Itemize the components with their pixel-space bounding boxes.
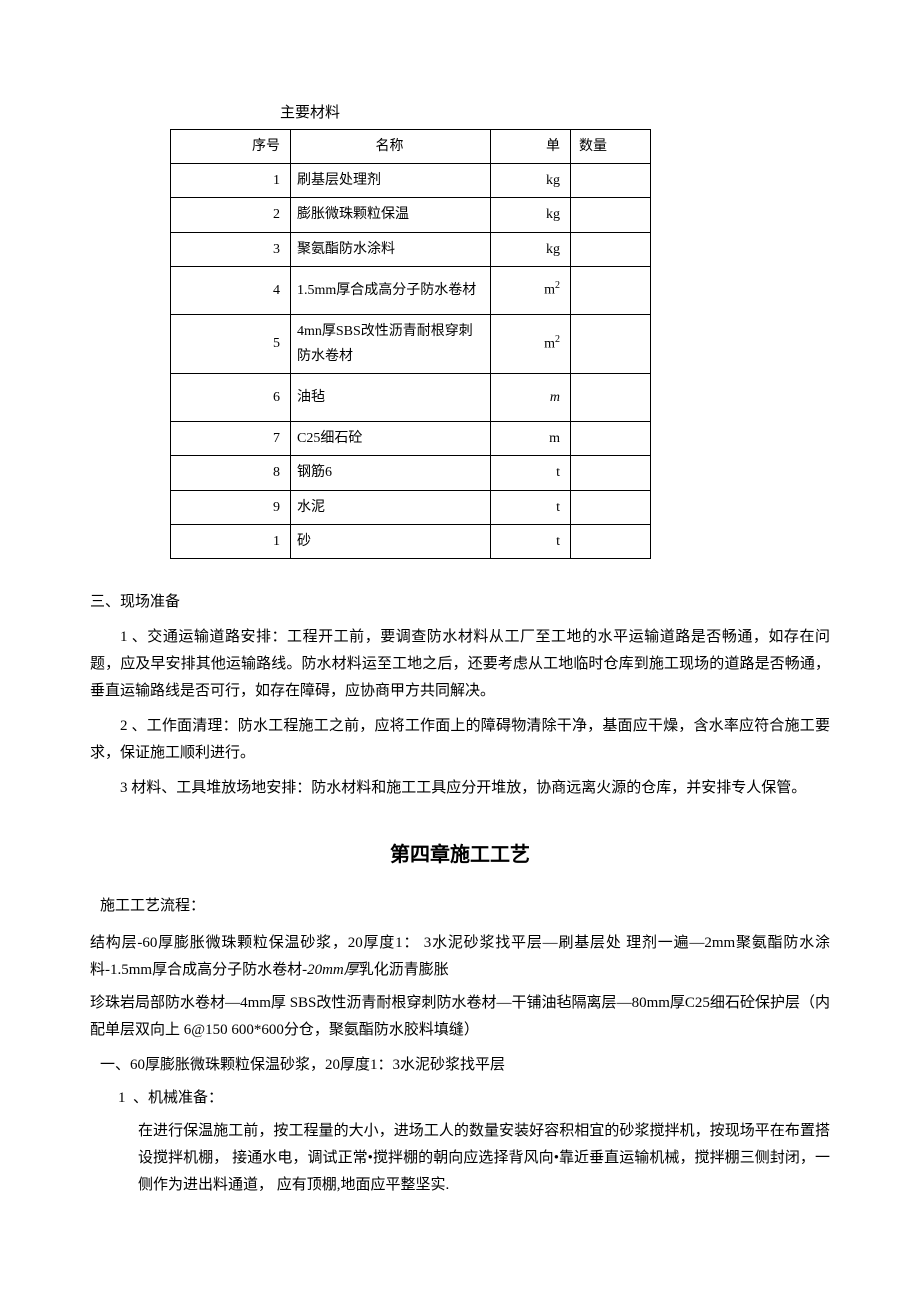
cell-qty <box>571 164 651 198</box>
cell-unit: kg <box>491 232 571 266</box>
flow-italic: 20mm厚 <box>307 962 359 978</box>
cell-qty <box>571 232 651 266</box>
cell-seq: 8 <box>171 456 291 490</box>
cell-qty <box>571 314 651 373</box>
cell-unit: m2 <box>491 266 571 314</box>
section3-para: 1 、交通运输道路安排：工程开工前，要调查防水材料从工厂至工地的水平运输道路是否… <box>90 624 830 705</box>
table-row: 8钢筋6t <box>171 456 651 490</box>
table-row: 1刷基层处理剂kg <box>171 164 651 198</box>
sub1-title: 一、60厚膨胀微珠颗粒保温砂浆，20厚度1：3水泥砂浆找平层 <box>100 1052 830 1079</box>
cell-qty <box>571 524 651 558</box>
cell-unit: t <box>491 524 571 558</box>
cell-unit: m <box>491 374 571 422</box>
cell-qty <box>571 198 651 232</box>
flow-text-1: 结构层-60厚膨胀微珠颗粒保温砂浆，20厚度1： 3水泥砂浆找平层—刷基层处 理… <box>90 930 830 984</box>
table-row: 1砂t <box>171 524 651 558</box>
cell-seq: 3 <box>171 232 291 266</box>
cell-unit: t <box>491 490 571 524</box>
cell-seq: 5 <box>171 314 291 373</box>
table-row: 54mn厚SBS改性沥青耐根穿刺防水卷材m2 <box>171 314 651 373</box>
cell-seq: 4 <box>171 266 291 314</box>
cell-name: 聚氨酯防水涂料 <box>291 232 491 266</box>
cell-name: 膨胀微珠颗粒保温 <box>291 198 491 232</box>
cell-seq: 2 <box>171 198 291 232</box>
table-row: 2膨胀微珠颗粒保温kg <box>171 198 651 232</box>
flow-text-2: 珍珠岩局部防水卷材—4mm厚 SBS改性沥青耐根穿刺防水卷材—干铺油毡隔离层—8… <box>90 990 830 1044</box>
cell-seq: 7 <box>171 422 291 456</box>
cell-name: 4mn厚SBS改性沥青耐根穿刺防水卷材 <box>291 314 491 373</box>
table-row: 41.5mm厚合成高分子防水卷材m2 <box>171 266 651 314</box>
cell-seq: 6 <box>171 374 291 422</box>
cell-name: 刷基层处理剂 <box>291 164 491 198</box>
cell-unit: kg <box>491 198 571 232</box>
materials-table: 序号 名称 单 数量 1刷基层处理剂kg2膨胀微珠颗粒保温kg3聚氨酯防水涂料k… <box>170 129 651 559</box>
section3-para: 3 材料、工具堆放场地安排：防水材料和施工工具应分开堆放，协商远离火源的仓库，并… <box>90 775 830 802</box>
cell-qty <box>571 374 651 422</box>
cell-qty <box>571 422 651 456</box>
item1: 1 、机械准备： <box>118 1085 830 1112</box>
table-row: 9水泥t <box>171 490 651 524</box>
cell-seq: 1 <box>171 164 291 198</box>
cell-qty <box>571 266 651 314</box>
cell-unit: kg <box>491 164 571 198</box>
cell-unit: t <box>491 456 571 490</box>
cell-name: 油毡 <box>291 374 491 422</box>
flow-line1a: 结构层-60厚膨胀微珠颗粒保温砂浆，20厚度1： 3水泥砂浆找平层—刷基层处 理… <box>90 935 830 978</box>
header-qty: 数量 <box>571 130 651 164</box>
flow-process-title: 施工工艺流程： <box>100 893 830 920</box>
flow-line1b: 乳化沥青膨胀 <box>359 962 449 978</box>
cell-unit: m2 <box>491 314 571 373</box>
section3-title: 三、现场准备 <box>90 589 830 616</box>
header-seq: 序号 <box>171 130 291 164</box>
cell-unit: m <box>491 422 571 456</box>
cell-name: 砂 <box>291 524 491 558</box>
table-row: 6油毡m <box>171 374 651 422</box>
section3-para: 2 、工作面清理：防水工程施工之前，应将工作面上的障碍物清除干净，基面应干燥，含… <box>90 713 830 767</box>
cell-seq: 9 <box>171 490 291 524</box>
cell-name: 1.5mm厚合成高分子防水卷材 <box>291 266 491 314</box>
table-row: 7C25细石砼m <box>171 422 651 456</box>
cell-qty <box>571 490 651 524</box>
cell-seq: 1 <box>171 524 291 558</box>
cell-name: 钢筋6 <box>291 456 491 490</box>
item1-text: 在进行保温施工前，按工程量的大小，进场工人的数量安装好容积相宜的砂浆搅拌机，按现… <box>138 1118 830 1199</box>
table-row: 3聚氨酯防水涂料kg <box>171 232 651 266</box>
chapter-title: 第四章施工工艺 <box>90 837 830 873</box>
header-unit: 单 <box>491 130 571 164</box>
item1-num: 1 <box>118 1090 126 1106</box>
cell-name: 水泥 <box>291 490 491 524</box>
header-name: 名称 <box>291 130 491 164</box>
table-title: 主要材料 <box>280 100 830 127</box>
cell-qty <box>571 456 651 490</box>
cell-name: C25细石砼 <box>291 422 491 456</box>
item1-label: 、机械准备： <box>133 1090 223 1106</box>
